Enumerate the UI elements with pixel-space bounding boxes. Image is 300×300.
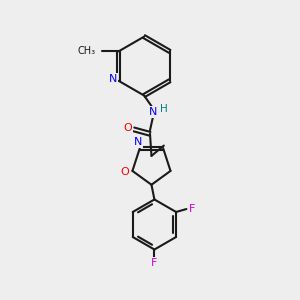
Text: CH₃: CH₃ (78, 46, 96, 56)
Text: N: N (109, 74, 118, 84)
Text: F: F (189, 204, 196, 214)
Text: N: N (149, 107, 157, 117)
Text: O: O (121, 167, 129, 177)
Text: N: N (134, 137, 142, 147)
Text: H: H (160, 104, 168, 114)
Text: F: F (151, 258, 158, 268)
Text: O: O (124, 123, 132, 133)
